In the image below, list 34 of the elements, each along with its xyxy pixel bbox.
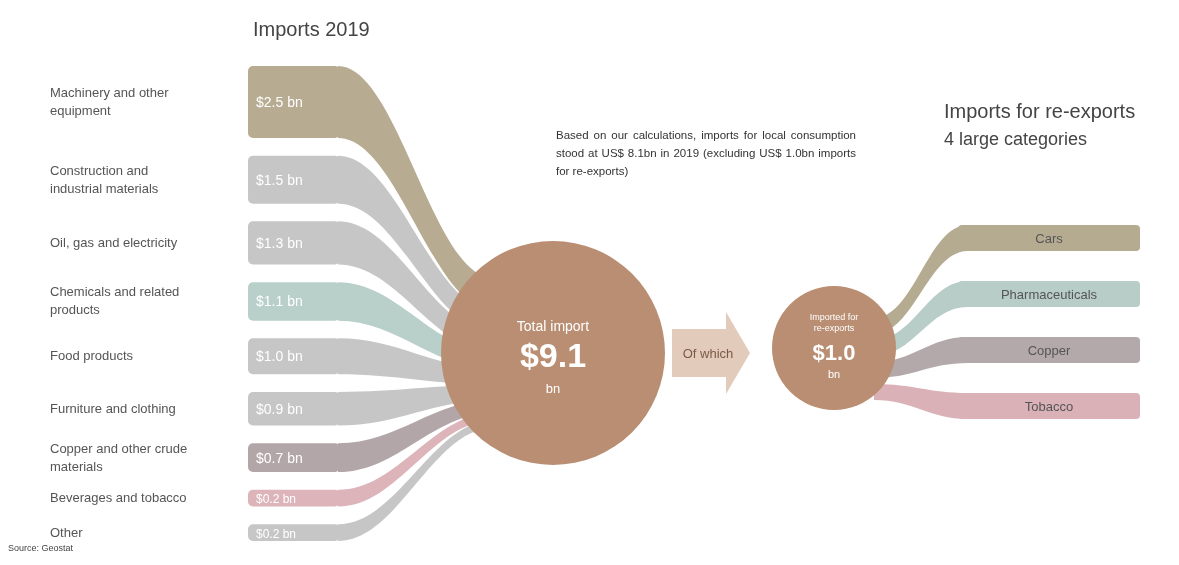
data-label: $1.5 bn (256, 171, 303, 188)
category-label: Cars (1035, 231, 1064, 246)
category-label: Tobacco (1024, 399, 1074, 414)
text: Imports 2019 (253, 18, 370, 40)
text: bn (545, 381, 561, 396)
data-label: $1.3 bn (256, 234, 303, 251)
category-label: Furniture and clothing (50, 400, 176, 416)
category-label: Copper and other crude materials (50, 440, 188, 474)
text: 4 large categories (944, 129, 1088, 149)
data-label: $1.1 bn (256, 293, 303, 310)
category-label: Chemicals and related products (50, 284, 180, 318)
category-label: Copper (1027, 343, 1071, 358)
data-label: $0.7 bn (256, 449, 303, 466)
category-label: Beverages and tobacco (50, 490, 187, 506)
category-label: Construction and industrial materials (50, 162, 159, 196)
data-label: $2.5 bn (256, 94, 303, 110)
text: $1.0 (812, 340, 856, 365)
category-label: Pharmaceuticals (1000, 287, 1098, 302)
text: bn (827, 368, 841, 380)
category-label: Machinery and other equipment (50, 85, 170, 118)
data-label: $0.2 bn (256, 526, 297, 541)
category-label: Other (50, 524, 84, 540)
data-label: $0.9 bn (256, 400, 303, 417)
category-label: Food products (50, 348, 134, 364)
source-note: Source: Geostat (8, 543, 74, 553)
data-label: $1.0 bn (256, 348, 303, 365)
text: Based on our calculations, imports for local consumption stood at US$ 8.1bn in 2019 (excluding US$ 1.0bn imports for re-exports) (556, 128, 856, 179)
text: $9.1 (519, 336, 587, 374)
text: Imports for re-exports (944, 100, 1136, 122)
data-label: $0.2 bn (256, 492, 297, 507)
text: Of which (682, 346, 734, 361)
category-label: Oil, gas and electricity (50, 234, 178, 250)
text: Total import (516, 318, 590, 334)
text: Imported for re-exports (809, 312, 859, 333)
